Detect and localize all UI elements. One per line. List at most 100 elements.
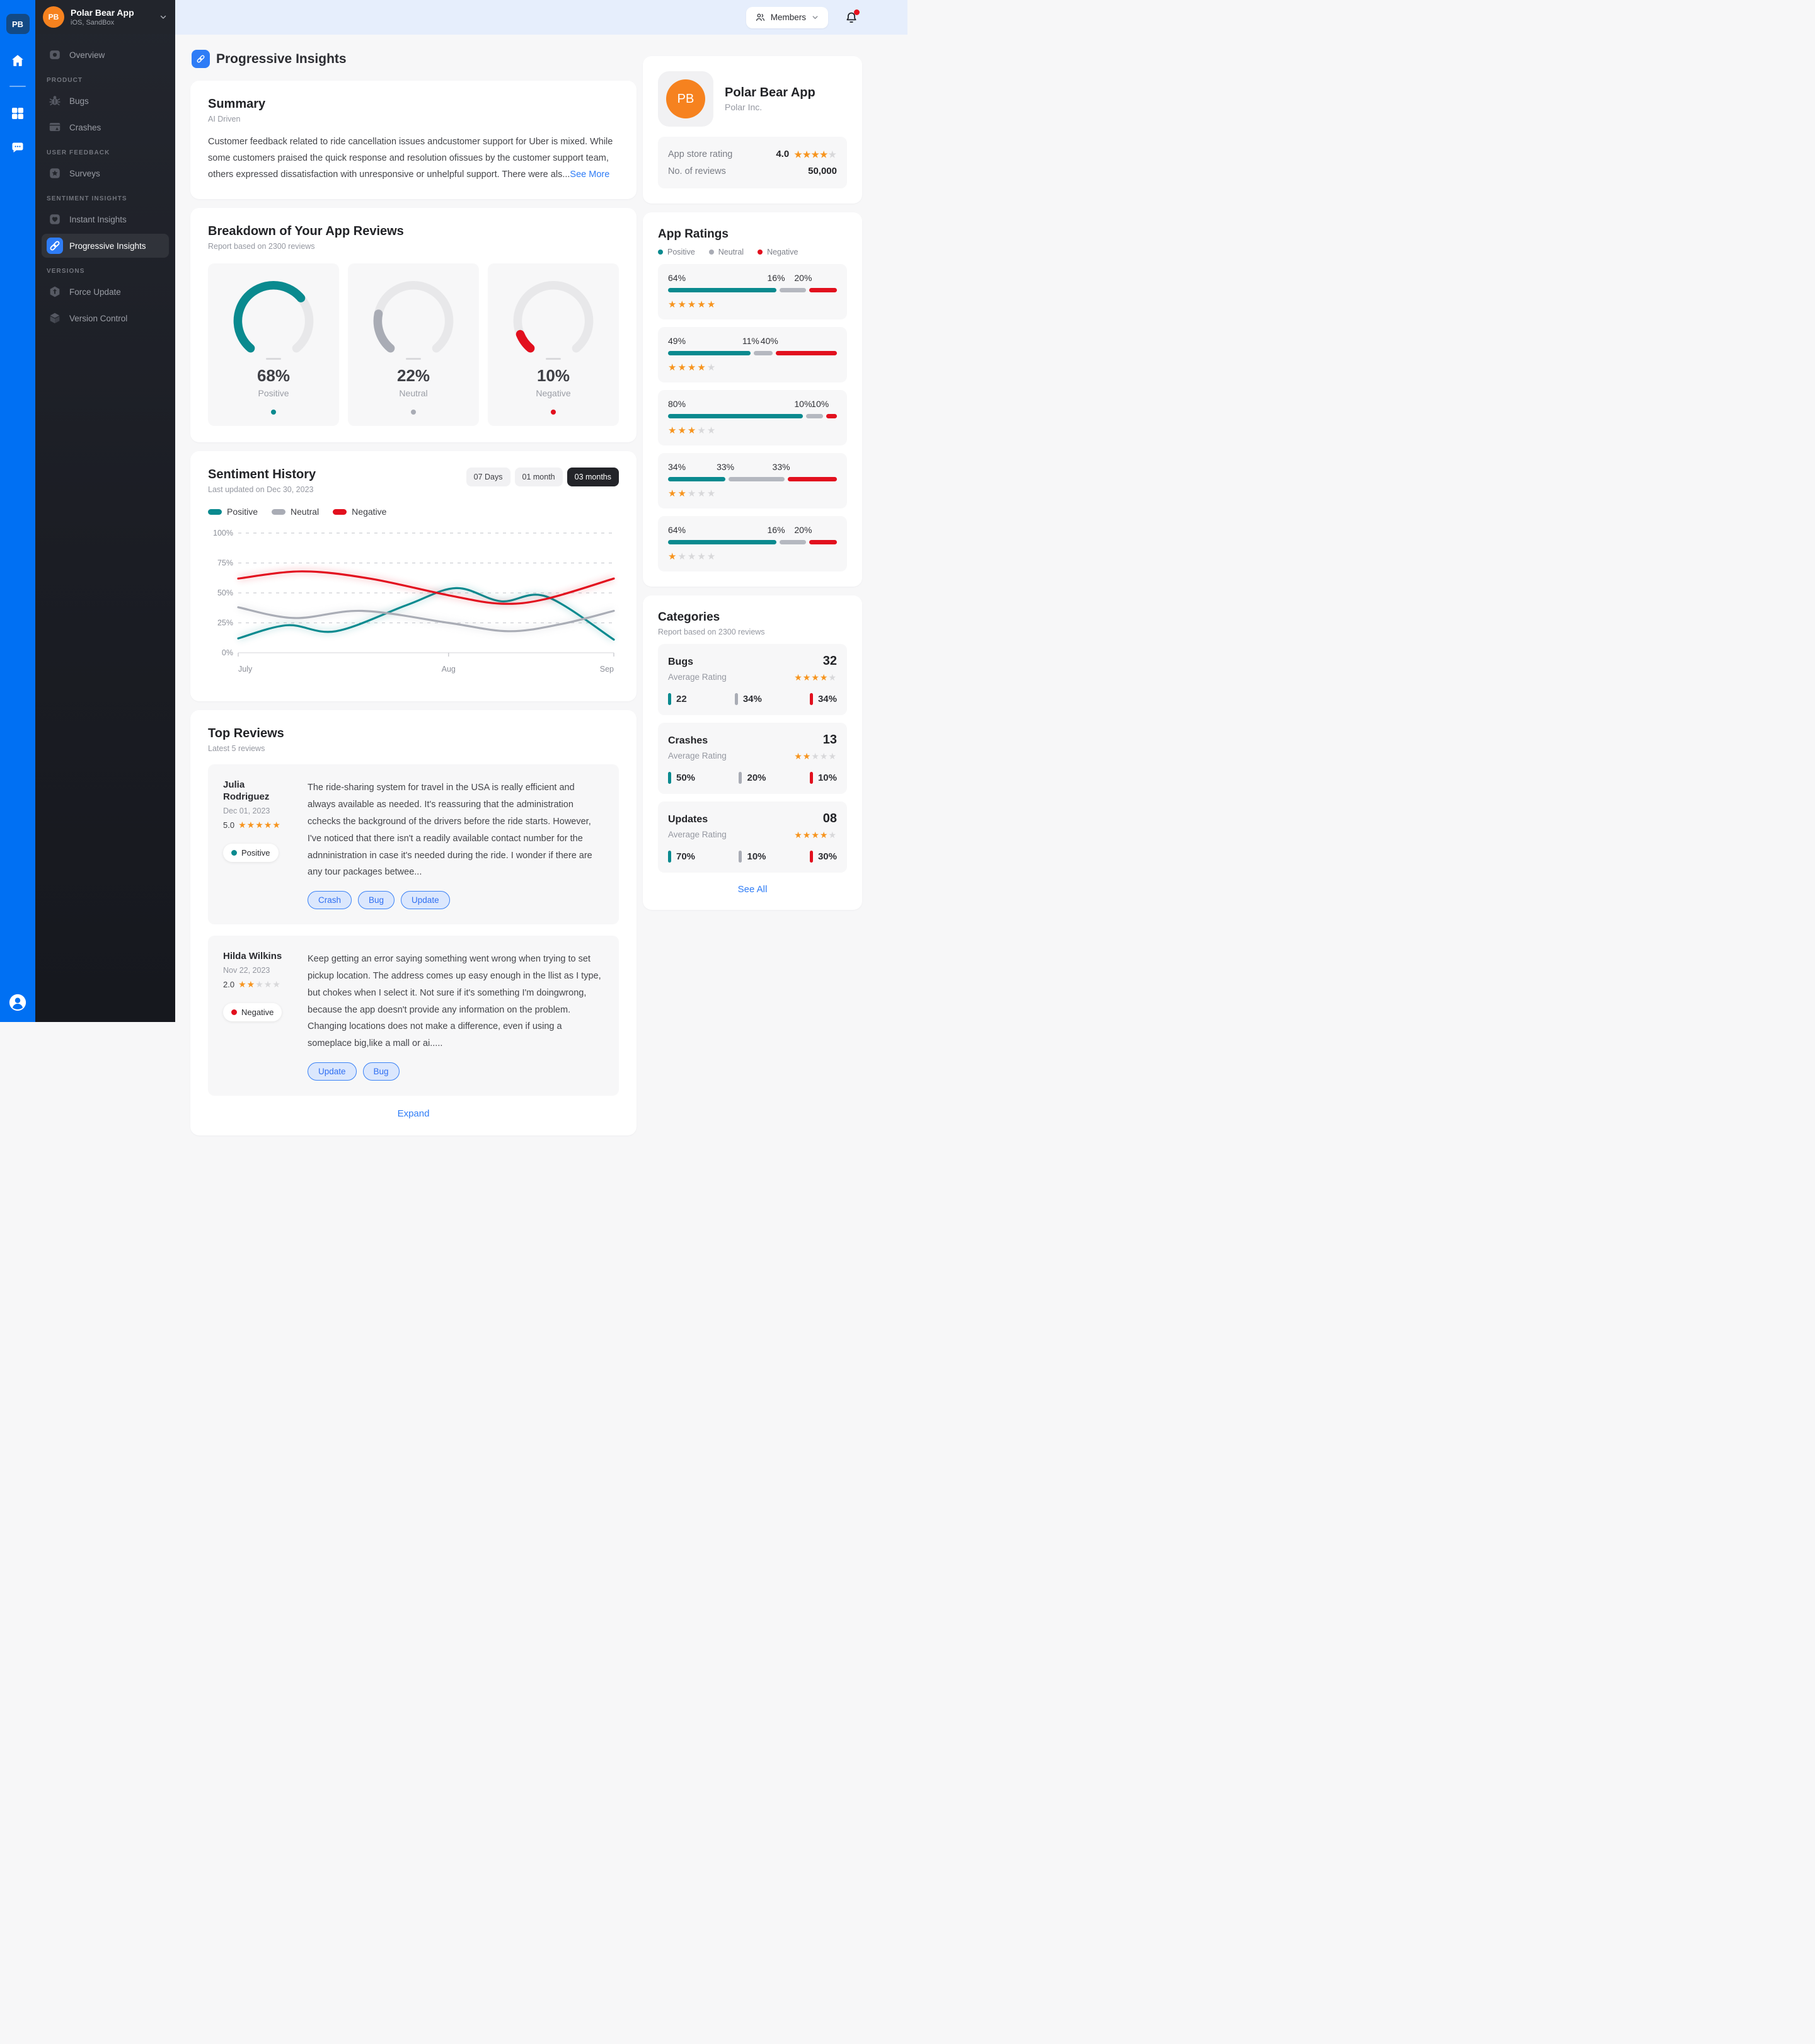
page-title: Progressive Insights [216,51,347,66]
sidebar-item-surveys[interactable]: Surveys [42,161,169,185]
positive-bar-segment [668,477,726,481]
category-stat-neutral: 10% [739,851,766,863]
sidebar-item-label: Force Update [69,287,121,297]
average-rating-label: Average Rating [668,672,727,682]
rating-row-3-star: 80% 10% 10% ★★★★★ [658,390,847,445]
sentiment-chart: 0% 25% 50% 75% 100% July Aug Sep [208,523,619,685]
rating-row-1-star: 64% 16% 20% ★★★★★ [658,516,847,571]
reviewer-name: Julia Rodriguez [223,779,270,803]
negative-bar-segment [809,288,837,292]
negative-percent: 40% [760,336,778,346]
stat-bar [739,851,742,863]
sidebar-item-overview[interactable]: Overview [42,43,169,67]
legend-swatch [658,250,663,255]
page-body: Progressive Insights Summary AI Driven C… [175,35,908,1144]
category-count: 08 [822,812,837,825]
range-pill-03-months[interactable]: 03 months [567,468,619,487]
stat-bar [809,693,813,705]
gauge-arc [233,281,314,353]
review-text: Keep getting an error saying something w… [308,954,601,1049]
sidebar-item-bugs[interactable]: Bugs [42,89,169,113]
neutral-bar-segment [806,414,824,418]
stat-bar [809,851,813,863]
rating-bar [668,477,837,481]
stat-value: 34% [817,694,837,704]
see-all-link[interactable]: See All [737,884,768,895]
review-rating-value: 5.0 [223,820,235,830]
category-stars: ★★★★★ [794,750,837,761]
summary-title: Summary [208,97,266,111]
gauge-grid: 68% Positive 22% Neutral 10% Negative [208,263,619,427]
category-stat-positive: 50% [668,772,695,784]
range-pill-01-month[interactable]: 01 month [514,468,563,487]
expand-link[interactable]: Expand [397,1108,430,1120]
legend-item-negative: Negative [758,248,798,256]
rating-row-stars: ★★★★★ [668,425,717,436]
gauge-value: 68% [256,366,291,386]
notifications-bell-icon[interactable] [844,9,860,25]
sentiment-dot [231,1009,237,1015]
categories-card: Categories Report based on 2300 reviews … [643,595,862,910]
review-stars: ★★★★★ [238,820,281,830]
category-count: 32 [822,654,837,668]
review-tag-bug[interactable]: Bug [358,891,395,910]
review-date: Dec 01, 2023 [223,806,270,815]
app-ratings-card: App Ratings Positive Neutral Negative 64% … [643,212,862,587]
gauge-dot [271,410,276,415]
review-tag-crash[interactable]: Crash [308,891,352,910]
stat-value: 50% [676,772,696,783]
reviewer-name: Hilda Wilkins [223,951,282,962]
legend-item-positive: Positive [208,507,258,517]
neutral-bar-segment [729,477,785,481]
main-column: Progressive Insights Summary AI Driven C… [190,47,637,1144]
review-tag-update[interactable]: Update [308,1062,357,1081]
gauge-dot [551,410,556,415]
review-tag-bug[interactable]: Bug [362,1062,400,1081]
legend-swatch [708,250,714,255]
sidebar-item-label: Instant Insights [69,214,127,224]
sidebar-item-crashes[interactable]: Crashes [42,115,169,139]
members-button[interactable]: Members [746,6,828,28]
app-company: Polar Inc. [725,102,763,112]
stat-value: 70% [676,851,696,862]
stat-value: 20% [747,772,766,783]
chat-icon[interactable] [10,140,25,155]
stat-bar [809,772,813,784]
review-tag-update[interactable]: Update [401,891,450,910]
average-rating-label: Average Rating [668,830,727,839]
review-item: Julia Rodriguez Dec 01, 2023 5.0 ★★★★★ Po… [208,764,619,925]
sidebar-item-progressive-insights[interactable]: Progressive Insights [42,234,169,258]
neutral-bar-segment [754,351,773,355]
category-stats: 50% 20% 10% [668,772,837,784]
summary-text: Customer feedback related to ride cancel… [208,134,619,183]
gauge-label: Negative [536,388,571,399]
sidebar-nav: Overview PRODUCT Bugs Crashes USER FEEDBACK S… [35,34,175,342]
apps-grid-icon[interactable] [10,106,25,121]
workspace-badge[interactable]: PB [6,14,30,34]
categories-title: Categories [658,611,720,624]
overview-icon [47,47,63,63]
sentiment-history-card: Sentiment History Last updated on Dec 30… [190,451,637,702]
see-more-link[interactable]: See More [570,169,610,180]
category-name: Bugs [668,657,693,667]
home-icon[interactable] [10,53,25,68]
svg-text:25%: 25% [217,619,233,628]
range-pill-07-days[interactable]: 07 Days [466,468,510,487]
sidebar-item-version-control[interactable]: Version Control [42,306,169,330]
stat-bar [668,693,671,705]
rating-row-stars: ★★★★★ [668,488,717,499]
app-reviews-value: 50,000 [808,166,837,176]
sidebar-item-force-update[interactable]: Force Update [42,280,169,304]
positive-percent: 34% [668,462,686,472]
app-switcher[interactable]: PB Polar Bear App iOS, SandBox [35,0,175,34]
review-sentiment-badge: Negative [223,1002,282,1021]
legend-swatch [758,250,763,255]
rating-row-labels: 49% 11% 40% [668,336,837,348]
progressive-icon [47,238,63,254]
sidebar-item-instant-insights[interactable]: Instant Insights [42,207,169,231]
gauge-dot [411,410,416,415]
range-selector: 07 Days 01 month 03 months [466,468,619,487]
breakdown-title: Breakdown of Your App Reviews [208,224,404,239]
rating-row-5-star: 64% 16% 20% ★★★★★ [658,264,847,319]
user-avatar-icon[interactable] [8,993,27,1012]
